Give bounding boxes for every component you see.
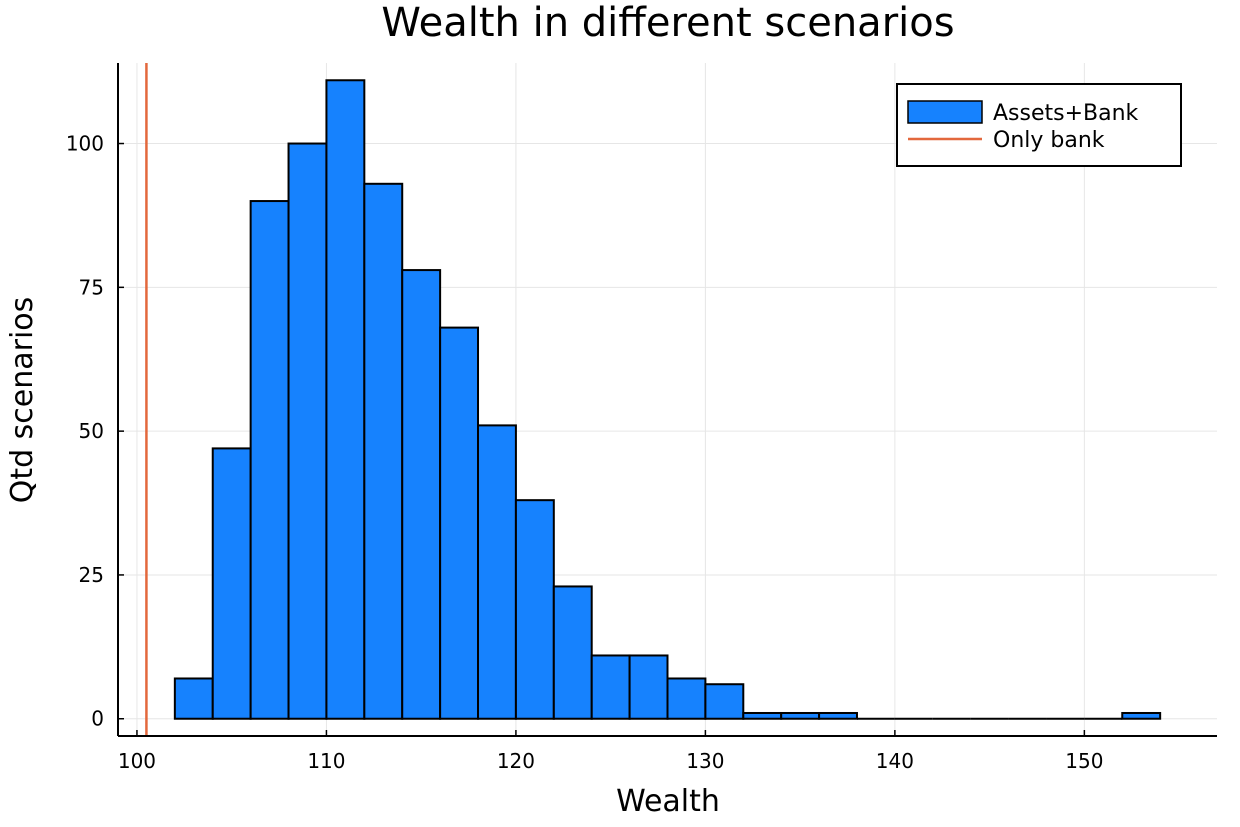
histogram-bars: [173, 79, 1162, 720]
histogram-bar: [211, 447, 252, 720]
legend: Assets+Bank Only bank: [896, 83, 1182, 167]
histogram-bar: [780, 711, 821, 720]
y-tick-label: 100: [66, 132, 104, 156]
histogram-bar: [514, 499, 555, 720]
histogram-bar: [1121, 711, 1162, 720]
histogram-bar: [818, 711, 858, 720]
histogram-bar: [477, 424, 517, 720]
histogram-bar: [363, 182, 404, 720]
histogram-bar: [249, 200, 290, 720]
histogram-bar: [401, 269, 442, 720]
x-tick-labels: 100 110 120 130 140 150: [118, 749, 1104, 773]
legend-box: [896, 83, 1182, 167]
x-tick-label: 100: [118, 749, 156, 773]
histogram-bar: [628, 654, 669, 720]
histogram-bar: [552, 585, 593, 720]
y-axis-label: Qtd scenarios: [5, 297, 40, 504]
histogram-bar: [704, 683, 745, 720]
histogram-bar: [173, 677, 214, 720]
histogram-bar: [439, 326, 480, 720]
histogram-bar: [590, 654, 631, 720]
legend-label-assets-bank: Assets+Bank: [993, 101, 1139, 126]
x-tick-label: 140: [876, 749, 914, 773]
y-tick-label: 75: [79, 275, 104, 299]
y-tick-label: 25: [79, 563, 104, 587]
x-tick-label: 120: [497, 749, 535, 773]
histogram-bar: [287, 142, 328, 720]
x-tick-label: 130: [686, 749, 724, 773]
x-axis-label: Wealth: [616, 784, 720, 819]
axes: [117, 63, 1217, 737]
legend-label-only-bank: Only bank: [993, 128, 1105, 153]
histogram-bar: [325, 79, 366, 720]
x-tick-label: 150: [1065, 749, 1103, 773]
chart-title: Wealth in different scenarios: [381, 0, 954, 46]
y-tick-label: 50: [79, 419, 104, 443]
y-tick-label: 0: [91, 707, 104, 731]
x-tick-label: 110: [307, 749, 345, 773]
y-tick-labels: 0 25 50 75 100: [66, 132, 104, 731]
histogram-bar: [742, 711, 783, 720]
histogram-bar: [666, 677, 707, 720]
legend-swatch-assets-bank: [907, 100, 983, 124]
